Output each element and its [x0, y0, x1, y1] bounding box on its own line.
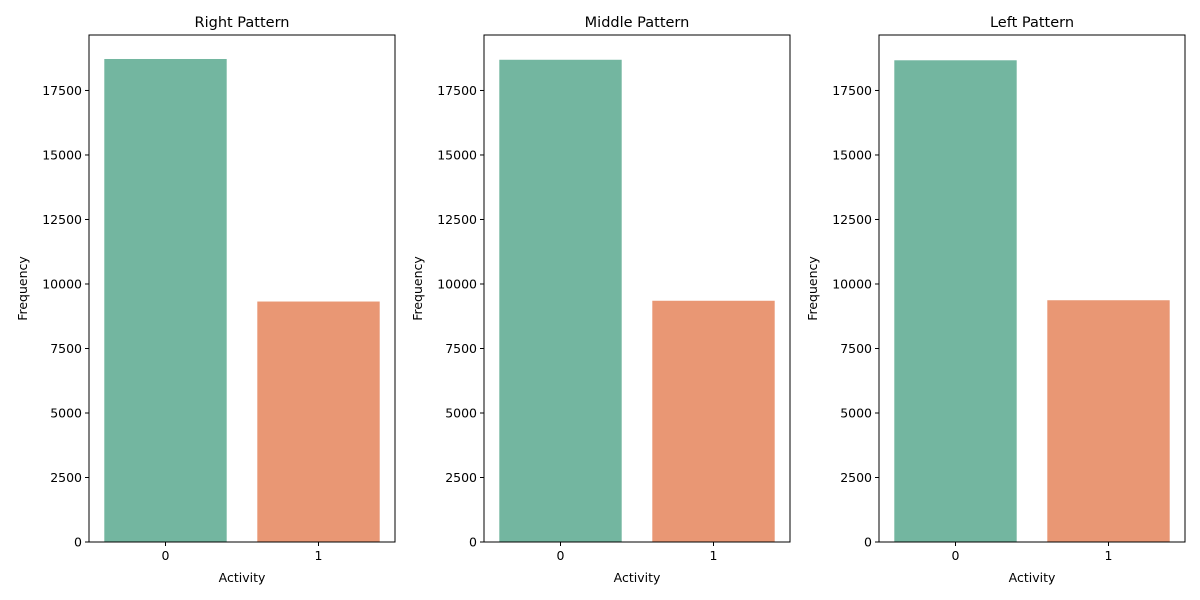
x-tick-label: 1 [1105, 548, 1113, 563]
subplot-left-pattern: Left Pattern Activity Frequency 0 2500 500… [805, 15, 1186, 585]
y-tick-label: 2500 [445, 470, 477, 485]
y-tick-label: 17500 [437, 83, 477, 98]
x-axis-label: Activity [219, 570, 266, 585]
y-tick-label: 10000 [437, 276, 477, 291]
y-tick-label: 5000 [840, 405, 872, 420]
subplot-middle-pattern: Middle Pattern Activity Frequency 0 2500 5… [410, 15, 791, 585]
axes-frame [878, 34, 1186, 543]
bar [1047, 300, 1170, 542]
y-axis-label: Frequency [15, 256, 30, 321]
y-tick-label: 2500 [50, 470, 82, 485]
y-axis-label: Frequency [410, 256, 425, 321]
y-tick-label: 7500 [840, 341, 872, 356]
bar [894, 60, 1017, 543]
y-tick-label: 7500 [445, 341, 477, 356]
x-tick-label: 0 [952, 548, 960, 563]
y-tick-label: 5000 [445, 405, 477, 420]
y-tick-label: 10000 [832, 276, 872, 291]
chart-title: Right Pattern [195, 15, 290, 31]
y-axis-label: Frequency [805, 256, 820, 321]
x-tick-label: 1 [710, 548, 718, 563]
y-tick-label: 15000 [832, 147, 872, 162]
chart-title: Left Pattern [990, 15, 1074, 31]
y-tick-label: 15000 [437, 147, 477, 162]
y-tick-label: 12500 [437, 212, 477, 227]
chart-title: Middle Pattern [585, 15, 690, 31]
x-axis-label: Activity [1009, 570, 1056, 585]
y-tick-label: 7500 [50, 341, 82, 356]
y-tick-label: 17500 [832, 83, 872, 98]
y-tick-label: 17500 [42, 83, 82, 98]
y-tick-label: 12500 [832, 212, 872, 227]
y-tick-label: 10000 [42, 276, 82, 291]
bar [104, 58, 227, 542]
bar [257, 301, 380, 542]
axes-frame [483, 34, 791, 543]
y-tick-label: 0 [864, 535, 872, 550]
x-tick-label: 0 [162, 548, 170, 563]
y-tick-label: 12500 [42, 212, 82, 227]
x-tick-label: 1 [315, 548, 323, 563]
bar [652, 300, 775, 542]
x-axis-label: Activity [614, 570, 661, 585]
y-tick-label: 0 [74, 535, 82, 550]
x-tick-label: 0 [557, 548, 565, 563]
axes-frame [88, 34, 396, 543]
subplot-right-pattern: Right Pattern Activity Frequency 0 2500 50… [15, 15, 396, 585]
y-tick-label: 2500 [840, 470, 872, 485]
bar [499, 59, 622, 542]
y-tick-label: 15000 [42, 147, 82, 162]
y-tick-label: 0 [469, 535, 477, 550]
y-tick-label: 5000 [50, 405, 82, 420]
